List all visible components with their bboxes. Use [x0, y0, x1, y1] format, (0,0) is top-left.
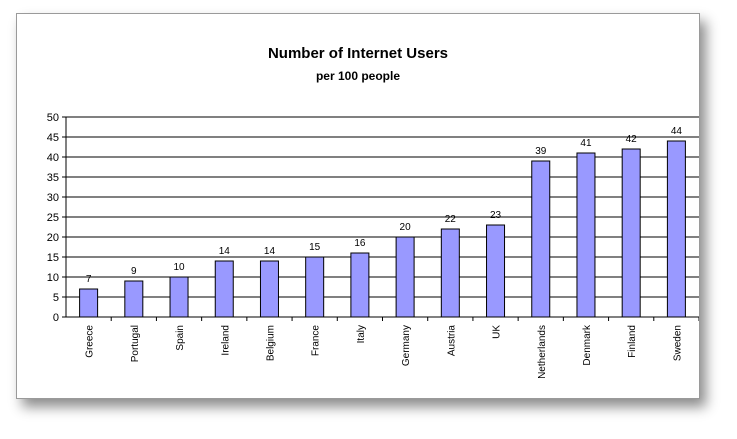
bar	[259, 260, 279, 318]
data-label: 14	[264, 246, 276, 257]
x-tick-label: Spain	[175, 325, 186, 351]
x-tick-label: Finland	[627, 325, 638, 358]
y-tick-label: 0	[53, 312, 59, 324]
bar	[169, 276, 189, 318]
x-tick-label: Greece	[85, 325, 96, 358]
x-tick-label: Italy	[356, 325, 367, 343]
data-label: 44	[671, 126, 683, 137]
y-tick-label: 35	[47, 172, 59, 184]
chart-container: Number of Internet Users per 100 people …	[16, 13, 700, 399]
y-tick-label: 45	[47, 132, 59, 144]
y-tick-label: 15	[47, 252, 59, 264]
data-label: 10	[173, 262, 185, 273]
y-tick-label: 25	[47, 212, 59, 224]
bar	[531, 160, 551, 318]
data-label: 22	[445, 214, 457, 225]
y-tick-label: 40	[47, 152, 59, 164]
data-label: 23	[490, 210, 502, 221]
y-tick-label: 10	[47, 272, 59, 284]
data-label: 42	[626, 134, 638, 145]
y-tick-label: 20	[47, 232, 59, 244]
x-tick-label: Denmark	[582, 324, 593, 366]
data-label: 14	[219, 246, 231, 257]
chart-title: Number of Internet Users	[268, 45, 448, 62]
bar	[214, 260, 234, 318]
data-label: 39	[535, 146, 547, 157]
data-label: 16	[354, 238, 366, 249]
y-tick-label: 30	[47, 192, 59, 204]
x-tick-label: Netherlands	[537, 325, 548, 379]
bar	[486, 224, 506, 318]
x-tick-label: Belgium	[265, 325, 276, 361]
x-tick-label: Sweden	[672, 325, 683, 361]
bar	[350, 252, 370, 318]
x-tick-label: Austria	[446, 325, 457, 357]
bar	[305, 256, 325, 318]
bar	[124, 280, 144, 318]
bar	[621, 148, 641, 318]
y-tick-label: 50	[47, 112, 59, 124]
x-tick-label: France	[311, 325, 322, 357]
bar-chart: Number of Internet Users per 100 people …	[47, 45, 699, 379]
x-tick-label: UK	[492, 325, 503, 339]
x-tick-label: Ireland	[220, 325, 231, 356]
bar	[395, 236, 415, 318]
data-label: 15	[309, 242, 321, 253]
bar	[79, 288, 99, 318]
gridlines	[66, 116, 699, 298]
axes	[62, 116, 699, 321]
data-label: 41	[580, 138, 592, 149]
chart-subtitle: per 100 people	[316, 69, 400, 83]
data-label: 9	[131, 266, 137, 277]
x-tick-label: Germany	[401, 325, 412, 366]
data-label: 20	[400, 222, 412, 233]
labels: 0 5 10 15 20 25 30 35 40 45 50 7 Greece 9 Portugal 10 Sp…	[47, 112, 684, 379]
bar	[666, 140, 686, 318]
y-tick-label: 5	[53, 292, 59, 304]
bar	[576, 152, 596, 318]
x-tick-label: Portugal	[130, 325, 141, 362]
bars	[79, 140, 686, 318]
bar	[440, 228, 460, 318]
data-label: 7	[86, 274, 92, 285]
